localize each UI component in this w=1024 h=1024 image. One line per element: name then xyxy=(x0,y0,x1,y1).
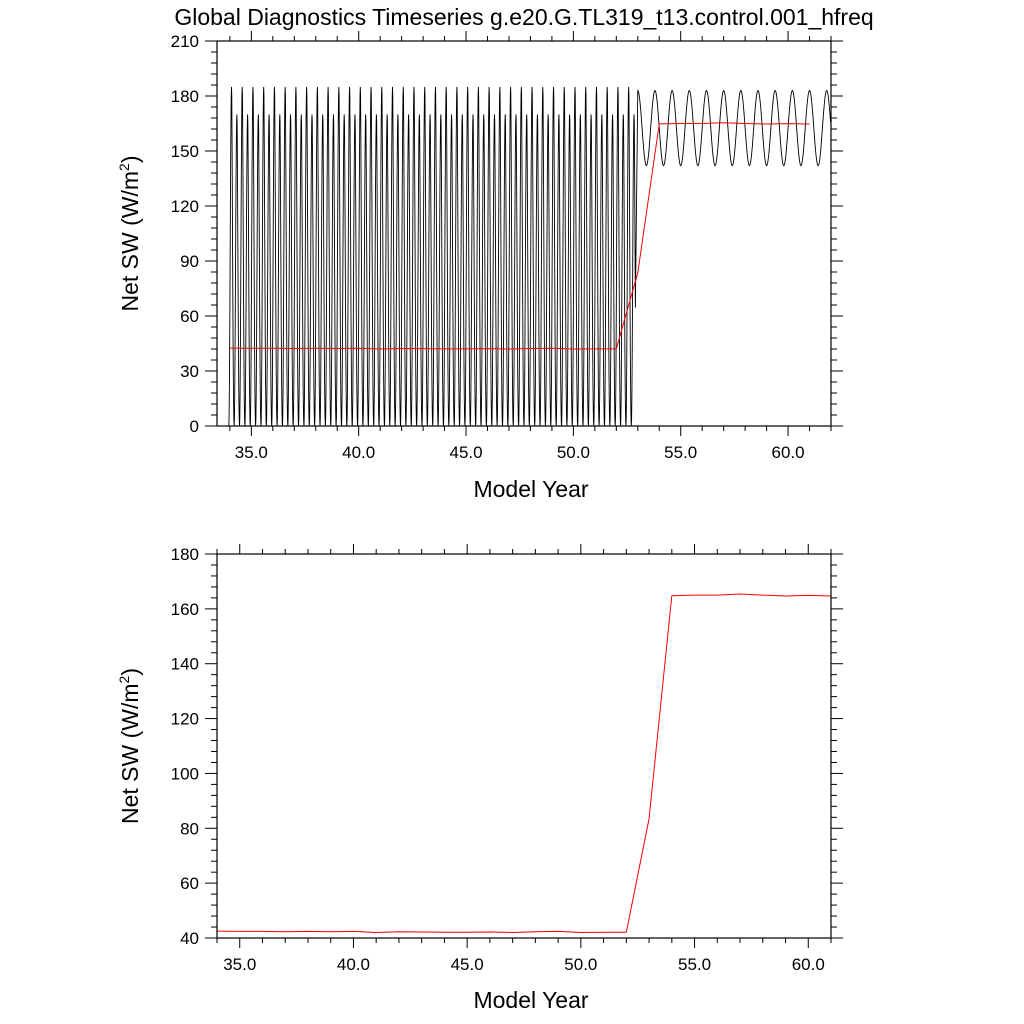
chart-title: Global Diagnostics Timeseries g.e20.G.TL… xyxy=(174,4,873,30)
y-tick-label: 120 xyxy=(171,710,199,729)
plot-frame xyxy=(216,553,832,939)
x-axis-label: Model Year xyxy=(473,987,588,1013)
y-tick-label: 60 xyxy=(180,307,199,326)
x-tick-label: 35.0 xyxy=(223,955,256,974)
x-tick-label: 45.0 xyxy=(449,443,482,462)
y-tick-label: 30 xyxy=(180,362,199,381)
y-tick-label: 160 xyxy=(171,600,199,619)
series-line-0 xyxy=(217,593,831,934)
y-tick-label: 120 xyxy=(171,197,199,216)
x-tick-label: 35.0 xyxy=(235,443,268,462)
x-tick-label: 50.0 xyxy=(564,955,597,974)
x-tick-label: 50.0 xyxy=(557,443,590,462)
y-tick-label: 180 xyxy=(171,87,199,106)
y-tick-label: 150 xyxy=(171,142,199,161)
plot-area xyxy=(217,593,831,934)
plot-frame xyxy=(216,40,832,427)
x-tick-label: 60.0 xyxy=(772,443,805,462)
y-tick-label: 210 xyxy=(171,32,199,51)
series-line-1 xyxy=(229,122,810,350)
y-tick-label: 180 xyxy=(171,545,199,564)
y-tick-label: 40 xyxy=(180,929,199,948)
y-axis-label: Net SW (W/m2) xyxy=(116,668,143,824)
plot-area xyxy=(228,86,831,426)
top-panel: 35.0 40.0 45.0 50.0 55.0 60.0 0 30 60 90 120 150 180… xyxy=(116,31,843,502)
y-axis-label: Net SW (W/m2) xyxy=(116,155,143,311)
y-tick-label: 0 xyxy=(190,417,199,436)
y-tick-label: 140 xyxy=(171,655,199,674)
y-tick-label: 80 xyxy=(180,819,199,838)
x-tick-label: 45.0 xyxy=(451,955,484,974)
x-tick-label: 40.0 xyxy=(337,955,370,974)
x-tick-label: 60.0 xyxy=(792,955,825,974)
y-tick-label: 90 xyxy=(180,252,199,271)
x-tick-label: 55.0 xyxy=(664,443,697,462)
bottom-panel: 35.0 40.0 45.0 50.0 55.0 60.0 40 60 80 100 120 140 1… xyxy=(116,544,843,1013)
x-axis-label: Model Year xyxy=(473,476,588,502)
series-line-0 xyxy=(228,86,831,426)
y-tick-label: 60 xyxy=(180,874,199,893)
y-tick-label: 100 xyxy=(171,764,199,783)
x-tick-label: 55.0 xyxy=(678,955,711,974)
x-tick-label: 40.0 xyxy=(342,443,375,462)
